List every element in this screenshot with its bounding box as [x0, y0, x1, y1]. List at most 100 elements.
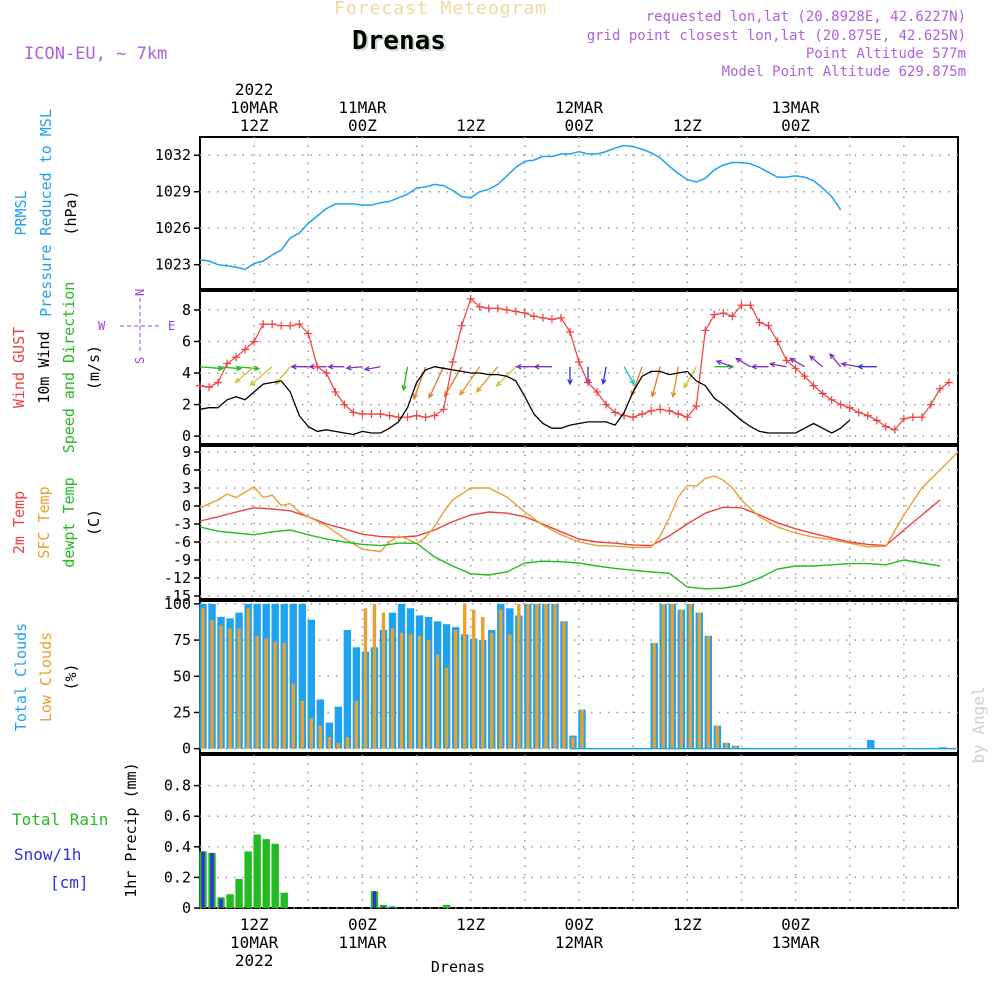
- low-cloud-bar: [652, 642, 656, 749]
- wind-gust-line: [199, 297, 950, 431]
- low-cloud-bar: [679, 609, 683, 749]
- wind-arrow: [841, 363, 859, 368]
- bottom-time-label: 2022: [235, 951, 274, 970]
- wind-gust-marker: [602, 400, 611, 409]
- point-altitude: Point Altitude 577m: [805, 46, 966, 62]
- wind-gust-marker: [827, 395, 836, 404]
- wind-gust-marker: [250, 337, 259, 346]
- compass-e: E: [168, 319, 175, 333]
- wind-gust-marker: [935, 384, 944, 393]
- y-tick-label: 0.4: [164, 838, 191, 856]
- wind-axis-label: Wind GUST: [10, 327, 28, 408]
- top-time-label: 00Z: [348, 116, 377, 135]
- wind-gust-marker: [890, 425, 899, 434]
- low-cloud-bar: [571, 737, 575, 749]
- wind-arrow-head: [308, 363, 315, 370]
- total-cloud-bar: [298, 603, 306, 749]
- wind-gust-marker: [223, 359, 232, 368]
- wind-arrow: [716, 360, 733, 368]
- low-cloud-bar: [291, 683, 295, 749]
- wind-arrow: [829, 353, 842, 368]
- y-tick-label: 8: [182, 301, 191, 319]
- wind-arrow: [346, 366, 363, 369]
- y-tick-label: 1026: [155, 219, 191, 237]
- low-cloud-bar: [255, 635, 259, 749]
- precip-rain-label: Total Rain: [12, 810, 108, 829]
- wind-arrow-head: [495, 380, 502, 387]
- temp-2m-line: [199, 499, 941, 547]
- wind-arrow: [770, 363, 787, 368]
- low-cloud-bar: [381, 612, 386, 749]
- wind-gust-marker: [746, 301, 755, 310]
- wind-gust-marker: [475, 302, 484, 311]
- bottom-time-label: 10MAR: [230, 933, 279, 952]
- y-tick-label: -3: [173, 515, 191, 533]
- low-cloud-bar: [435, 654, 440, 749]
- wind-arrow-head: [601, 378, 607, 386]
- y-tick-label: 0: [182, 899, 191, 917]
- wind-gust-marker: [854, 408, 863, 417]
- wind-gust-marker: [556, 313, 565, 322]
- wind-gust-marker: [575, 357, 583, 366]
- low-cloud-bar: [697, 612, 702, 749]
- wind-gust-marker: [268, 320, 277, 329]
- y-tick-label: 2: [182, 396, 191, 414]
- y-tick-label: 75: [173, 631, 191, 649]
- low-cloud-bar: [246, 608, 250, 749]
- top-time-label: 2022: [235, 80, 274, 99]
- y-tick-label: -12: [164, 569, 191, 587]
- bottom-time-label: 12Z: [240, 915, 269, 934]
- wind-arrow: [809, 355, 824, 368]
- wind-arrow: [623, 366, 635, 385]
- wind-arrow: [235, 366, 255, 383]
- clouds-axis-label: (%): [62, 663, 80, 690]
- wind-arrow-head: [274, 379, 281, 386]
- wind-gust-marker: [565, 328, 574, 337]
- rain-bar: [280, 892, 288, 908]
- wind-gust-marker: [493, 304, 502, 313]
- wind-gust-marker: [683, 413, 692, 422]
- wind-gust-marker: [611, 408, 620, 417]
- low-cloud-bar: [733, 745, 738, 749]
- y-tick-label: -6: [173, 533, 191, 551]
- temp-dewpt-line: [199, 526, 941, 590]
- requested-coords: requested lon,lat (20.8928E, 42.6227N): [645, 9, 966, 25]
- clouds-axis-label: Total Clouds: [12, 623, 30, 731]
- wind-gust-marker: [205, 383, 214, 392]
- low-cloud-bar: [219, 625, 223, 749]
- wind-gust-marker: [737, 301, 746, 310]
- snow-bar: [381, 906, 386, 908]
- wind-compass: W E N S: [98, 289, 175, 364]
- wind-arrow: [236, 366, 259, 370]
- y-tick-label: 3: [182, 479, 191, 497]
- low-cloud-bar: [201, 608, 205, 749]
- model-label: ICON-EU, ~ 7km: [24, 44, 168, 64]
- rain-bar: [262, 839, 270, 908]
- wind-arrow-head: [840, 361, 847, 368]
- low-cloud-bar: [562, 621, 566, 749]
- wind-arrow: [672, 366, 679, 397]
- wind-panel: 0 2 4 6 8 Wind GUST 10m Wind Speed and Directio…: [10, 282, 959, 453]
- top-time-label: 11MAR: [338, 98, 387, 117]
- low-cloud-bar: [300, 700, 304, 749]
- wind-arrow-head: [533, 363, 540, 370]
- low-cloud-bar: [706, 635, 711, 749]
- wind-arrow: [199, 366, 223, 370]
- precip-panel: 0 0.2 0.4 0.6 0.8: [164, 754, 959, 917]
- wind-gust-marker: [313, 362, 322, 371]
- y-tick-label: 0.6: [164, 807, 191, 825]
- wind-axis-label: (m/s): [85, 345, 103, 390]
- wind-arrow: [402, 366, 409, 390]
- total-cloud-bar: [325, 722, 334, 749]
- rain-bar: [253, 834, 261, 908]
- total-cloud-bar: [316, 699, 325, 749]
- wind-arrow-head: [715, 359, 722, 366]
- wind-gust-marker: [665, 406, 674, 415]
- y-tick-label: 0: [182, 740, 191, 758]
- wind-axis-label: 10m Wind: [35, 331, 53, 403]
- wind-gust-marker: [944, 378, 953, 387]
- wind-arrow: [683, 366, 697, 388]
- rain-bar: [271, 843, 279, 908]
- wind-arrow-head: [475, 386, 482, 393]
- low-cloud-bar: [499, 609, 503, 749]
